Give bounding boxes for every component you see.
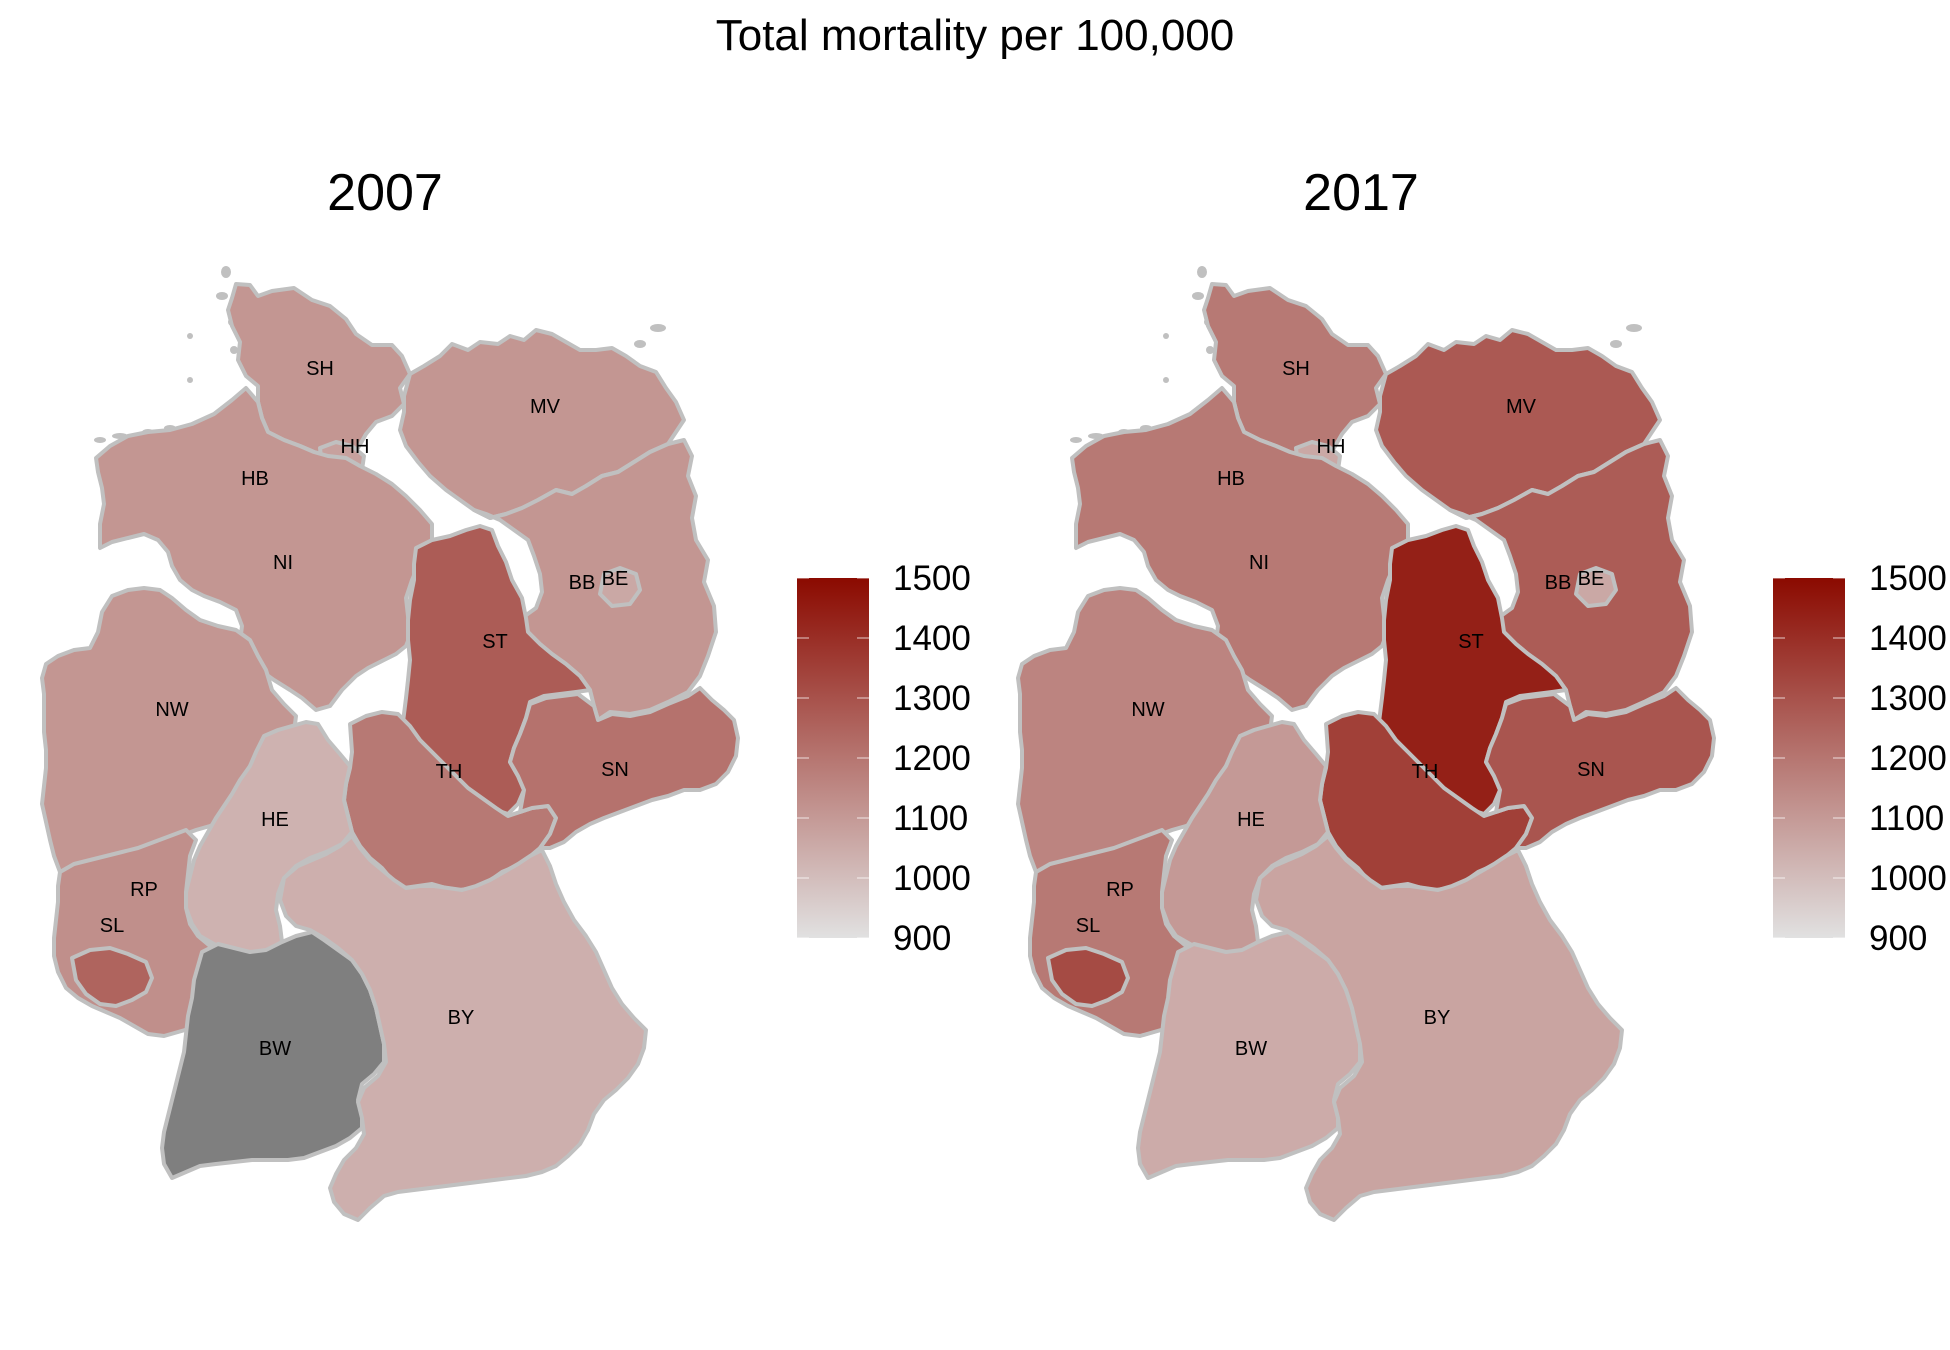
legend-2017: 900 1000 1100 1200 1300 1400 1500 — [1773, 559, 1947, 958]
legend-tick-label: 900 — [893, 919, 951, 958]
legend-tick-label: 1200 — [893, 739, 971, 778]
state-region-sn — [1484, 686, 1716, 850]
state-region-sh — [226, 282, 412, 460]
state-label-sn: SN — [601, 759, 629, 781]
state-label-bw: BW — [1235, 1038, 1267, 1060]
state-label-rp: RP — [1106, 879, 1134, 901]
legend-tick-label: 1300 — [893, 679, 971, 718]
island-shape — [1626, 324, 1642, 332]
state-label-hb: HB — [1217, 468, 1245, 490]
island-shape — [1163, 377, 1169, 383]
state-label-ni: NI — [1249, 552, 1269, 574]
figure-title: Total mortality per 100,000 — [716, 11, 1235, 60]
state-label-nw: NW — [155, 699, 188, 721]
island-shape — [1070, 437, 1082, 443]
island-shape — [650, 324, 666, 332]
island-shape — [94, 437, 106, 443]
legend-tick-label: 1500 — [893, 559, 971, 598]
legend-tick-label: 1500 — [1869, 559, 1947, 598]
island-shape — [187, 333, 193, 339]
map-panel-2007: 2007 SH HH HB NI MV BB BE ST NW TH SN HE RP SL BW BY 90… — [40, 164, 971, 1222]
state-region-be — [598, 566, 642, 608]
island-shape — [187, 377, 193, 383]
state-label-mv: MV — [1506, 396, 1537, 418]
state-region-sl — [70, 946, 154, 1008]
legend-tick-label: 900 — [1869, 919, 1927, 958]
state-region-sl — [1046, 946, 1130, 1008]
legend-2007: 900 1000 1100 1200 1300 1400 1500 — [797, 559, 971, 958]
island-shape — [1197, 266, 1207, 278]
state-region-by — [278, 834, 648, 1222]
island-shape — [230, 346, 238, 354]
island-shape — [1163, 333, 1169, 339]
state-label-sn: SN — [1577, 759, 1605, 781]
legend-tick-label: 1200 — [1869, 739, 1947, 778]
state-label-nw: NW — [1131, 699, 1164, 721]
legend-tick-label: 1300 — [1869, 679, 1947, 718]
state-region-ni — [94, 386, 434, 712]
legend-tick-label: 1000 — [893, 859, 971, 898]
state-label-sl: SL — [100, 915, 124, 937]
state-label-he: HE — [261, 809, 289, 831]
state-region-bb — [472, 438, 718, 722]
state-label-th: TH — [1412, 761, 1439, 783]
state-label-he: HE — [1237, 809, 1265, 831]
panel-title-2007: 2007 — [327, 164, 443, 222]
state-label-sl: SL — [1076, 915, 1100, 937]
legend-tick-label: 1100 — [1869, 799, 1944, 838]
state-region-bb — [1448, 438, 1694, 722]
state-label-st: ST — [482, 631, 508, 653]
state-label-sh: SH — [306, 358, 334, 380]
island-shape — [1206, 346, 1214, 354]
legend-tick-label: 1400 — [893, 619, 971, 658]
state-label-hh: HH — [1317, 436, 1346, 458]
state-label-bb: BB — [569, 572, 596, 594]
state-label-sh: SH — [1282, 358, 1310, 380]
island-shape — [634, 340, 646, 348]
state-labels: SH HH HB NI MV BB BE ST NW TH SN HE RP SL BW BY — [1076, 358, 1605, 1060]
state-label-th: TH — [436, 761, 463, 783]
state-region-by — [1254, 834, 1624, 1222]
state-label-st: ST — [1458, 631, 1484, 653]
state-label-by: BY — [448, 1007, 475, 1029]
map-panel-2017: 2017 SH HH HB NI MV BB BE ST NW TH SN HE RP SL BW BY 90… — [1016, 164, 1947, 1222]
state-label-be: BE — [1578, 568, 1605, 590]
legend-tick-label: 1100 — [893, 799, 968, 838]
state-region-sn — [508, 686, 740, 850]
state-label-by: BY — [1424, 1007, 1451, 1029]
state-label-ni: NI — [273, 552, 293, 574]
state-region-sh — [1202, 282, 1388, 460]
state-region-ni — [1070, 386, 1410, 712]
island-shape — [1610, 340, 1622, 348]
state-label-bb: BB — [1545, 572, 1572, 594]
legend-tick-label: 1400 — [1869, 619, 1947, 658]
state-labels: SH HH HB NI MV BB BE ST NW TH SN HE RP SL BW BY — [100, 358, 629, 1060]
state-label-bw: BW — [259, 1038, 291, 1060]
island-shape — [1192, 292, 1204, 300]
state-regions — [1016, 266, 1716, 1222]
state-label-rp: RP — [130, 879, 158, 901]
island-shape — [221, 266, 231, 278]
panel-title-2017: 2017 — [1303, 164, 1419, 222]
state-region-be — [1574, 566, 1618, 608]
state-label-mv: MV — [530, 396, 561, 418]
state-label-hb: HB — [241, 468, 269, 490]
state-label-be: BE — [602, 568, 629, 590]
state-regions — [40, 266, 740, 1222]
island-shape — [216, 292, 228, 300]
legend-tick-label: 1000 — [1869, 859, 1947, 898]
state-label-hh: HH — [341, 436, 370, 458]
